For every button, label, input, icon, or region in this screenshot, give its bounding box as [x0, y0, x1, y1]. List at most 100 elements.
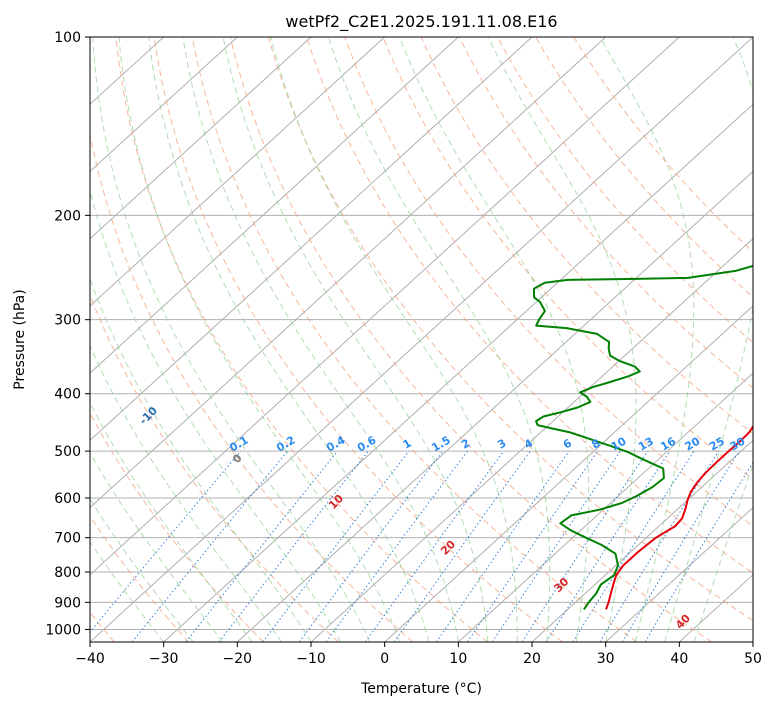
isotherm [90, 37, 386, 307]
mixing-ratio-line [393, 450, 531, 642]
moist-adiabat [599, 37, 695, 642]
x-tick-label: 10 [449, 651, 467, 667]
mixing-ratio-line [90, 450, 242, 633]
moist-adiabat [90, 540, 165, 642]
mixing-ratio-line [262, 450, 410, 642]
mixing-ratio-line [644, 461, 753, 642]
mixing-ratio-line [185, 450, 338, 642]
y-tick-label: 900 [54, 595, 81, 611]
mixing-ratio-line [545, 450, 671, 642]
y-tick-label: 1000 [45, 622, 81, 638]
isotherm [90, 37, 533, 442]
y-tick-label: 100 [54, 30, 81, 46]
dry-adiabat-label: 20 [438, 537, 458, 557]
mixing-ratio-label: 1 [401, 437, 414, 452]
mixing-ratio-line [364, 450, 505, 642]
dry-adiabat [306, 37, 753, 574]
mixing-ratio-line [599, 450, 720, 642]
moist-adiabat [90, 277, 312, 642]
plot-frame [89, 36, 754, 643]
moist-adiabat [90, 497, 194, 642]
dry-adiabat [268, 37, 753, 622]
moist-adiabat [90, 401, 253, 642]
mixing-ratio-line [491, 450, 621, 642]
dry-adiabat [90, 515, 190, 642]
x-tick-label: 0 [380, 651, 389, 667]
moist-adiabat [398, 37, 590, 642]
y-tick-label: 400 [54, 387, 81, 403]
moist-adiabat [90, 188, 341, 642]
isotherm [90, 37, 680, 576]
moist-adiabat [664, 37, 753, 642]
x-tick-label: −10 [296, 651, 326, 667]
y-tick-label: 800 [54, 565, 81, 581]
dry-adiabat [153, 37, 563, 642]
dry-adiabat [573, 37, 753, 253]
dry-adiabat [535, 37, 753, 298]
moist-adiabat [270, 37, 518, 642]
isotherm [457, 372, 753, 642]
isotherm [90, 37, 238, 173]
mixing-ratio-line [621, 450, 740, 642]
isotherm [384, 305, 753, 642]
y-tick-label: 200 [54, 208, 81, 224]
dry-adiabat-label: 40 [673, 611, 693, 631]
x-tick-label: 40 [670, 651, 688, 667]
mixing-ratio-line [467, 450, 599, 642]
isotherm [752, 641, 753, 642]
chart-title: wetPf2_C2E1.2025.191.11.08.E16 [285, 12, 557, 32]
y-tick-label: 600 [54, 491, 81, 507]
isotherm [90, 37, 459, 374]
mixing-ratio-line [298, 450, 444, 642]
dry-adiabat-label: 10 [326, 492, 346, 512]
dry-adiabat [115, 37, 488, 642]
x-tick-label: 30 [597, 651, 615, 667]
mixing-ratio-label: 3 [495, 437, 508, 452]
mixing-ratio-line [218, 450, 369, 642]
dry-adiabat [344, 37, 753, 527]
isotherm [163, 103, 753, 642]
y-tick-label: 500 [54, 444, 81, 460]
dry-adiabat [229, 37, 712, 642]
dry-adiabat [90, 131, 414, 642]
isotherm [531, 439, 753, 642]
dry-adiabat [382, 37, 753, 481]
moist-adiabat [182, 37, 459, 642]
dry-adiabat-label: 30 [551, 575, 571, 595]
x-tick-label: −20 [223, 651, 253, 667]
y-tick-label: 700 [54, 531, 81, 547]
dry-adiabat [191, 37, 638, 642]
y-tick-label: 300 [54, 313, 81, 329]
mixing-ratio-line [572, 450, 695, 642]
dry-adiabat [496, 37, 753, 344]
isotherm [90, 37, 312, 240]
isotherm [605, 506, 753, 642]
moist-adiabat [148, 37, 430, 642]
x-tick-label: 20 [523, 651, 541, 667]
x-tick-label: −30 [149, 651, 179, 667]
mixing-ratio-line [131, 450, 288, 642]
dry-adiabat-label: 0 [230, 451, 245, 466]
dry-adiabat-label: -10 [137, 404, 160, 427]
moist-adiabat [118, 37, 400, 642]
moist-adiabat [222, 37, 489, 642]
moist-adiabat [487, 37, 637, 642]
dry-adiabat [458, 37, 753, 389]
profile-line [605, 424, 753, 610]
x-tick-label: −40 [75, 651, 105, 667]
isotherm [236, 170, 753, 642]
x-tick-label: 50 [744, 651, 762, 667]
moist-adiabat [328, 37, 551, 642]
x-axis-label: Temperature (°C) [360, 681, 482, 697]
isotherm [90, 37, 753, 642]
dry-adiabat [90, 412, 264, 642]
moist-adiabat [90, 452, 224, 642]
isotherm [310, 237, 753, 642]
isotherm [90, 37, 607, 509]
mixing-ratio-label: 2 [459, 437, 472, 452]
moist-adiabat [92, 37, 371, 642]
mixing-ratio-label: 8 [589, 437, 602, 452]
profile-line [532, 264, 753, 610]
mixing-ratio-label: 6 [561, 436, 574, 451]
